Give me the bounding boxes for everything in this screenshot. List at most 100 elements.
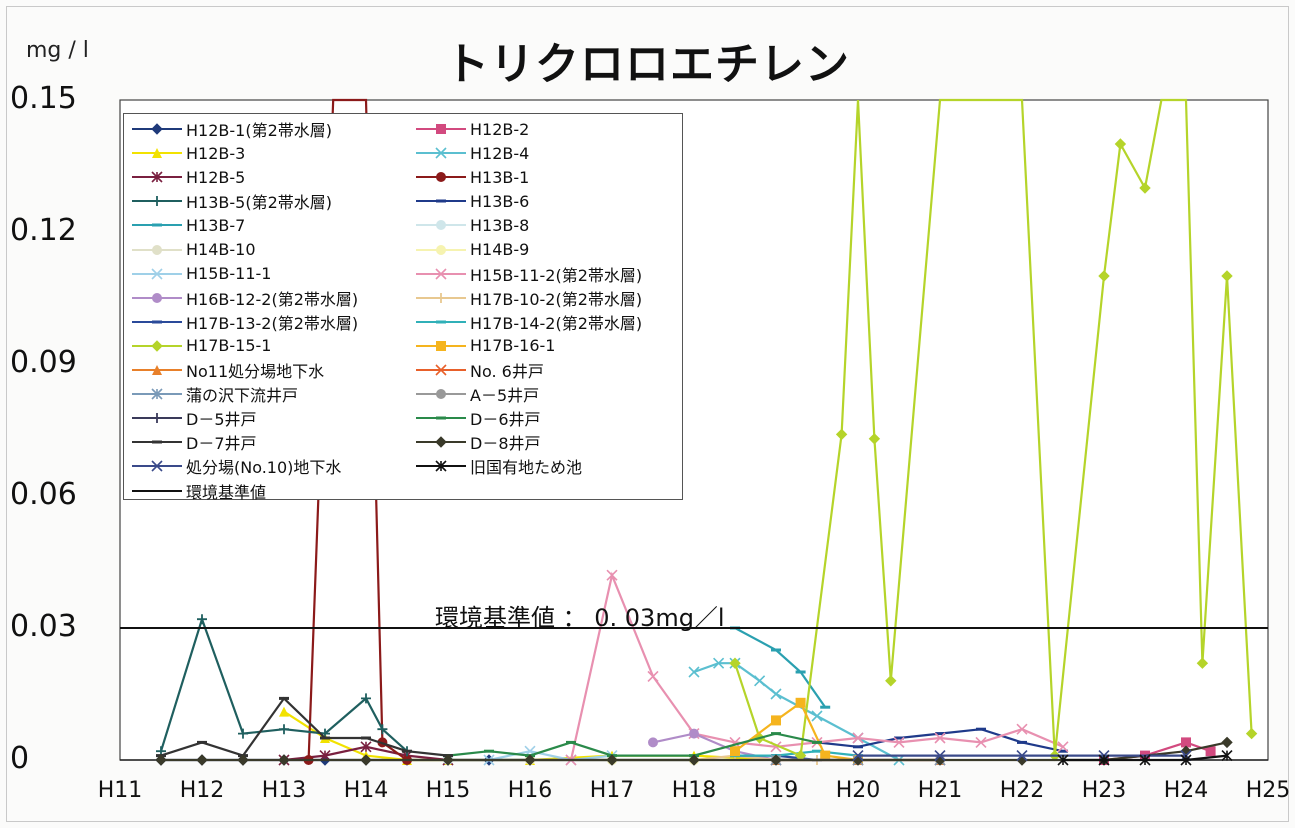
data-point xyxy=(436,124,446,134)
legend-item: D－8井戸 xyxy=(414,431,541,453)
legend-swatch xyxy=(132,365,182,375)
legend-item: H17B-13-2(第2帯水層) xyxy=(130,311,358,333)
legend-label: H12B-2 xyxy=(470,119,530,139)
x-tick-label: H23 xyxy=(1081,778,1127,803)
data-point xyxy=(484,749,494,753)
data-point xyxy=(436,320,446,324)
data-point xyxy=(1196,657,1209,669)
x-tick-label: H12 xyxy=(179,778,225,803)
legend-swatch xyxy=(132,388,182,400)
series-処分場(No.10)地下水 xyxy=(852,750,1192,762)
data-point xyxy=(197,740,207,744)
data-point xyxy=(1114,138,1127,150)
data-point xyxy=(152,320,162,324)
legend-swatch xyxy=(416,416,466,420)
legend-swatch xyxy=(416,292,466,303)
data-point xyxy=(1016,723,1028,735)
y-tick-label: 0.15 xyxy=(10,81,77,116)
legend-swatch xyxy=(416,436,466,449)
legend-label: H17B-16-1 xyxy=(470,336,556,356)
data-point xyxy=(436,220,446,231)
data-point xyxy=(361,693,371,704)
legend-swatch xyxy=(416,460,466,472)
legend: H12B-1(第2帯水層) H12B-2 H12B-3 H12B-4 H12B-5 H13… xyxy=(123,113,683,502)
y-unit-label: mg / l xyxy=(26,38,89,63)
data-point xyxy=(894,736,904,740)
data-point xyxy=(976,727,986,731)
legend-item: H13B-5(第2帯水層) xyxy=(130,190,332,212)
data-point xyxy=(152,223,162,227)
data-point xyxy=(152,244,162,255)
legend-label: H12B-1(第2帯水層) xyxy=(186,121,332,140)
legend-label: No11処分場地下水 xyxy=(186,362,325,381)
legend-label: 旧国有地ため池 xyxy=(470,458,583,478)
legend-swatch xyxy=(132,440,182,444)
data-point xyxy=(1205,746,1216,757)
data-point xyxy=(820,750,831,761)
legend-swatch xyxy=(132,148,182,159)
legend-label: H13B-8 xyxy=(470,215,530,235)
data-point xyxy=(197,614,207,625)
data-point xyxy=(689,728,699,739)
data-point xyxy=(770,688,782,700)
legend-item: 環境基準値 xyxy=(130,480,266,502)
data-point xyxy=(237,754,249,766)
legend-item: H17B-10-2(第2帯水層) xyxy=(414,287,642,309)
data-point xyxy=(151,268,163,280)
x-tick-label: H22 xyxy=(999,778,1045,803)
data-point xyxy=(151,388,163,400)
y-tick-label: 0.12 xyxy=(10,213,77,248)
legend-swatch xyxy=(132,123,182,135)
data-point xyxy=(436,340,446,351)
data-point xyxy=(524,754,536,766)
data-point xyxy=(812,749,822,753)
legend-item: 旧国有地ため池 xyxy=(414,455,582,477)
legend-item: No. 6井戸 xyxy=(414,359,544,381)
data-point xyxy=(1221,270,1233,282)
x-tick-label: H17 xyxy=(589,778,635,803)
series-line xyxy=(160,696,449,757)
legend-swatch xyxy=(416,244,466,255)
data-point xyxy=(606,569,618,581)
legend-label: H17B-14-2(第2帯水層) xyxy=(470,313,643,333)
data-point xyxy=(771,715,781,726)
data-point xyxy=(1181,737,1191,748)
data-point xyxy=(688,754,700,766)
legend-swatch xyxy=(132,340,182,352)
x-tick-label: H14 xyxy=(343,778,389,803)
legend-swatch xyxy=(416,220,466,231)
data-point xyxy=(279,724,289,735)
legend-item: H13B-1 xyxy=(414,166,529,188)
x-tick-label: H25 xyxy=(1245,778,1291,803)
data-point xyxy=(1221,736,1233,749)
data-point xyxy=(402,749,412,753)
data-point xyxy=(795,697,806,708)
legend-label: A－5井戸 xyxy=(470,386,540,406)
data-point xyxy=(688,666,700,678)
legend-label: H14B-9 xyxy=(470,240,530,259)
x-tick-label: H16 xyxy=(507,778,553,803)
x-tick-label: H13 xyxy=(261,778,307,803)
legend-item: H16B-12-2(第2帯水層) xyxy=(130,287,358,309)
series-H13B-5(第2帯水層) xyxy=(156,614,412,757)
data-point xyxy=(754,675,766,687)
data-point xyxy=(377,724,388,735)
data-point xyxy=(435,460,447,472)
data-point xyxy=(152,440,162,444)
legend-label: 環境基準値 xyxy=(186,482,267,502)
x-tick-label: H24 xyxy=(1163,778,1209,803)
series-line xyxy=(488,750,613,762)
y-tick-label: 0.03 xyxy=(10,609,77,644)
series-line xyxy=(693,662,900,761)
series-line xyxy=(733,98,1253,758)
data-point xyxy=(606,754,618,766)
legend-swatch xyxy=(132,489,182,492)
legend-swatch xyxy=(416,147,466,159)
legend-swatch xyxy=(132,292,182,303)
y-tick-label: 0 xyxy=(10,741,30,776)
data-point xyxy=(279,696,289,700)
legend-label: H12B-5 xyxy=(186,167,246,187)
legend-label: H12B-4 xyxy=(470,143,530,163)
data-point xyxy=(151,171,163,183)
data-point xyxy=(771,648,781,652)
